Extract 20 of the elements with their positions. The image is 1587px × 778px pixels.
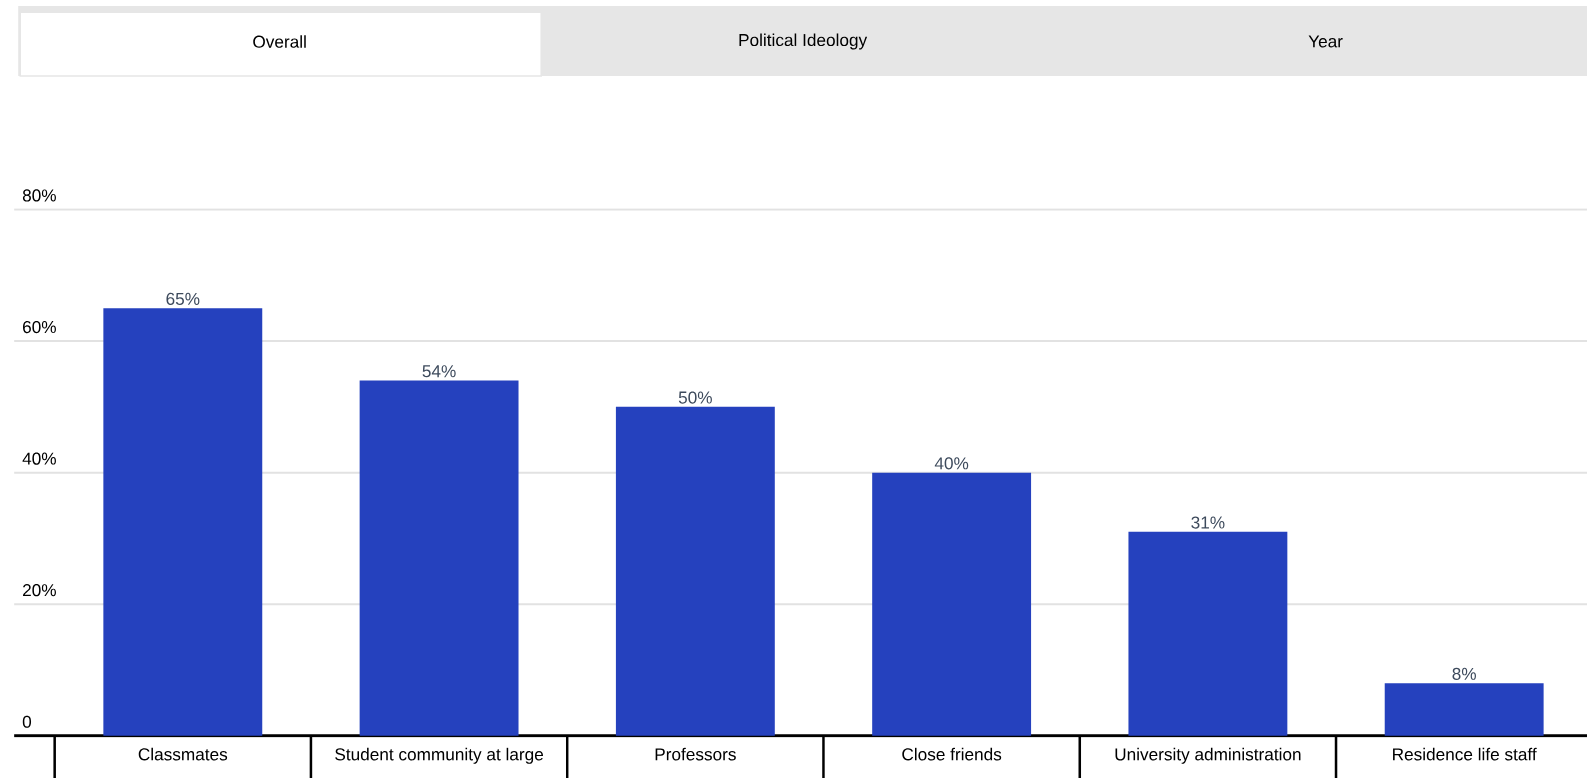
x-tick-label: University administration bbox=[1115, 747, 1301, 764]
x-tick-label: Close friends bbox=[902, 747, 1002, 761]
x-tick-label: Student community at large bbox=[335, 747, 544, 764]
data-label: 8% bbox=[1452, 667, 1476, 680]
data-label: 65% bbox=[166, 292, 200, 305]
x-tick-label: Professors bbox=[655, 747, 736, 761]
data-label: 31% bbox=[1191, 516, 1225, 529]
text: Political Ideology bbox=[739, 33, 868, 50]
x-tick-label: Classmates bbox=[138, 747, 228, 761]
text: Year bbox=[1308, 35, 1343, 48]
y-tick-label: 80% bbox=[22, 189, 56, 202]
data-label: 40% bbox=[934, 457, 969, 470]
y-tick-label: 40% bbox=[22, 452, 56, 465]
y-tick-label: 60% bbox=[23, 320, 56, 333]
y-tick-label: 20% bbox=[23, 583, 56, 597]
y-tick-label: 0 bbox=[22, 715, 32, 728]
text: Overall bbox=[253, 35, 306, 48]
data-label: 54% bbox=[422, 365, 456, 378]
data-label: 50% bbox=[678, 391, 712, 404]
x-tick-label: Residence life staff bbox=[1393, 747, 1537, 761]
